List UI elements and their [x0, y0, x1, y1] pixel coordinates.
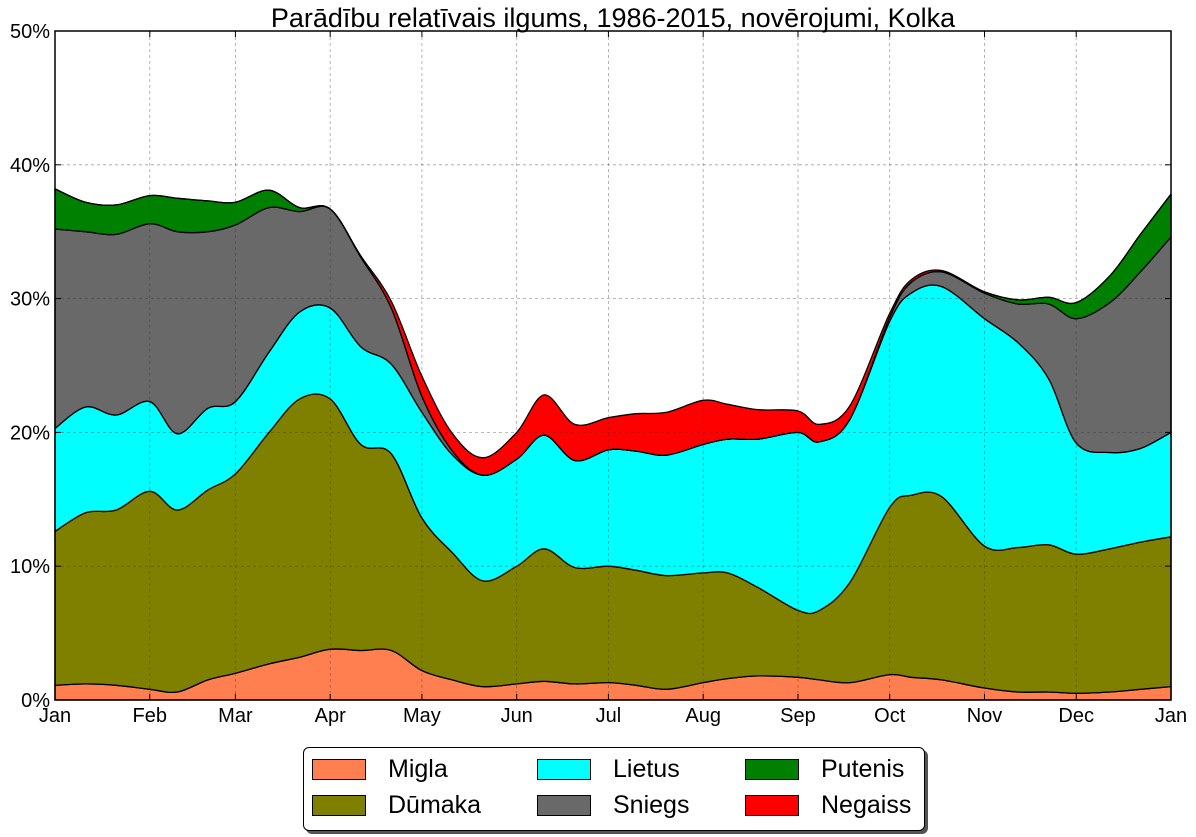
plot-frame	[54, 30, 1172, 701]
legend-swatch	[537, 794, 591, 816]
y-tick-label: 20%	[10, 422, 50, 444]
x-tick-label: Sep	[780, 705, 816, 727]
x-tick-label: Jan	[1155, 705, 1187, 727]
grid-lines	[55, 31, 1171, 700]
x-tick-label: Mar	[218, 705, 253, 727]
legend-item-sniegs: Sniegs	[537, 790, 689, 820]
y-tick-label: 40%	[10, 155, 50, 177]
legend-label: Putenis	[821, 754, 905, 783]
legend-label: Migla	[388, 754, 448, 783]
x-tick-label: Jan	[39, 705, 71, 727]
legend-swatch	[312, 794, 366, 816]
legend-item-putenis: Putenis	[745, 754, 904, 784]
x-tick-label: Dec	[1058, 705, 1094, 727]
x-tick-label: Jun	[501, 705, 533, 727]
x-axis-ticks: Jan Feb Mar Apr May Jun Jul Aug Sep Oct Nov Dec Jan	[39, 31, 1187, 727]
x-tick-label: May	[403, 705, 441, 727]
y-tick-label: 0%	[21, 690, 50, 712]
legend-item-lietus: Lietus	[537, 754, 680, 784]
legend-item-dmaka: Dūmaka	[312, 790, 481, 820]
y-axis-ticks: 0% 10% 20% 30% 40% 50%	[10, 21, 1171, 712]
legend: Migla Dūmaka Lietus Sniegs Putenis Negaiss	[303, 747, 925, 831]
x-tick-label: Jul	[596, 705, 622, 727]
stacked-area-chart: Parādību relatīvais ilgums, 1986-2015, n…	[10, 3, 1187, 727]
x-tick-label: Nov	[967, 705, 1003, 727]
area-layers	[54, 188, 1172, 701]
legend-label: Sniegs	[613, 790, 690, 819]
legend-label: Dūmaka	[388, 790, 482, 819]
legend-item-negaiss: Negaiss	[745, 790, 911, 820]
legend-item-migla: Migla	[312, 754, 448, 784]
legend-swatch	[745, 794, 799, 816]
x-tick-label: Feb	[133, 705, 167, 727]
x-tick-label: Aug	[685, 705, 721, 727]
y-tick-label: 30%	[10, 289, 50, 311]
x-tick-label: Apr	[315, 705, 346, 727]
legend-swatch	[745, 758, 799, 780]
y-tick-label: 50%	[10, 21, 50, 43]
x-tick-label: Oct	[874, 705, 906, 727]
y-tick-label: 10%	[10, 556, 50, 578]
chart-title: Parādību relatīvais ilgums, 1986-2015, n…	[271, 3, 956, 33]
legend-label: Lietus	[613, 754, 680, 783]
legend-swatch	[537, 758, 591, 780]
legend-label: Negaiss	[821, 790, 912, 819]
legend-swatch	[312, 758, 366, 780]
